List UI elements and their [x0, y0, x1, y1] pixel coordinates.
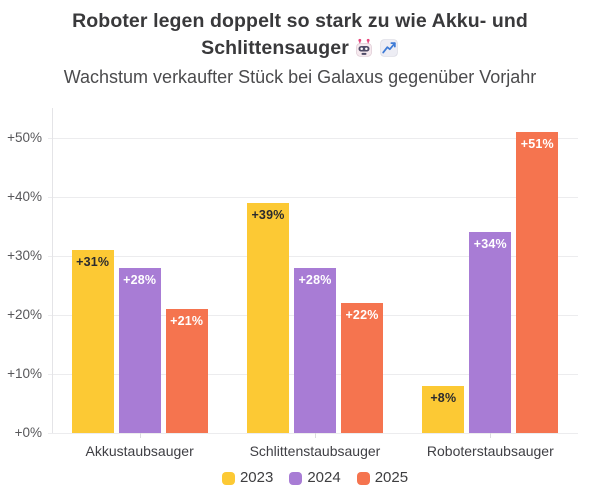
bar-2025-Schlittenstaubsauger: +22% [341, 303, 383, 433]
bar-2023-Akkustaubsauger: +31% [71, 250, 114, 433]
y-axis-tick-label: +30% [7, 248, 42, 263]
bar-value-label: +28% [123, 273, 157, 287]
bar-value-label: +28% [298, 273, 332, 287]
bar-value-label: +22% [345, 308, 379, 322]
legend-item-2023: 2023 [221, 469, 274, 487]
y-axis-tick-label: +20% [7, 307, 42, 322]
legend-label: 2024 [307, 469, 341, 486]
chart-title-line-2-text: Schlittensauger [201, 37, 349, 59]
chart-subtitle: Wachstum verkaufter Stück bei Galaxus ge… [63, 67, 537, 87]
legend-label: 2023 [239, 469, 274, 486]
legend-label: 2025 [374, 469, 409, 486]
gridline-0 [48, 433, 578, 434]
bar-value-label: +21% [170, 314, 204, 328]
chart-title-line-1: Roboter legen doppelt so stark zu wie Ak… [72, 10, 528, 32]
y-axis-line [52, 108, 53, 433]
gridline-30 [48, 256, 578, 257]
bar-value-label: +51% [520, 137, 554, 151]
x-axis-category-label: Roboterstaubsauger [426, 443, 554, 459]
y-axis-tick-label: +40% [7, 189, 42, 204]
legend-item-2024: 2024 [289, 469, 341, 487]
bar-value-label: +8% [430, 391, 457, 405]
bar-2025-Akkustaubsauger: +21% [165, 309, 208, 433]
x-axis-tick [139, 433, 141, 438]
bar-2023-Schlittenstaubsauger: +39% [247, 203, 289, 433]
gridline-50 [48, 138, 578, 139]
bar-2023-Roboterstaubsauger: +8% [422, 386, 465, 433]
y-axis-tick-label: +10% [7, 366, 42, 381]
robot-face-emoji-icon [356, 38, 372, 57]
bar-2024-Schlittenstaubsauger: +28% [294, 268, 336, 433]
legend-swatch-2023 [221, 471, 235, 485]
legend-swatch-2024 [289, 471, 303, 485]
y-axis-tick-label: +50% [7, 130, 42, 145]
bar-value-label: +39% [251, 208, 285, 222]
bar-chart-plot: +0% +10% +20% +30% +40% +50% +31% +28% +21% Akkus… [0, 108, 600, 468]
x-axis-tick [315, 433, 316, 438]
x-axis-category-label: Schlittenstaubsauger [249, 443, 381, 459]
x-axis-category-label: Akkustaubsauger [85, 443, 194, 459]
chart-title-line-2: Schlittensauger [0, 35, 600, 62]
chart-increasing-emoji-icon [380, 39, 398, 57]
legend-item-2025: 2025 [356, 469, 409, 487]
gridline-40 [48, 197, 578, 198]
chart-title: Roboter legen doppelt so stark zu wie Ak… [0, 8, 600, 62]
legend-swatch-2025 [356, 471, 370, 485]
bar-value-label: +31% [76, 255, 110, 269]
chart-legend: 2023 2024 2025 [52, 468, 578, 488]
x-axis-tick [490, 433, 492, 438]
y-axis-tick-label: +0% [14, 425, 42, 440]
bar-2024-Roboterstaubsauger: +34% [469, 232, 512, 433]
bar-value-label: +34% [473, 237, 507, 251]
bar-2024-Akkustaubsauger: +28% [118, 268, 161, 433]
bar-2025-Roboterstaubsauger: +51% [516, 132, 559, 433]
chart-header: Roboter legen doppelt so stark zu wie Ak… [0, 8, 600, 89]
